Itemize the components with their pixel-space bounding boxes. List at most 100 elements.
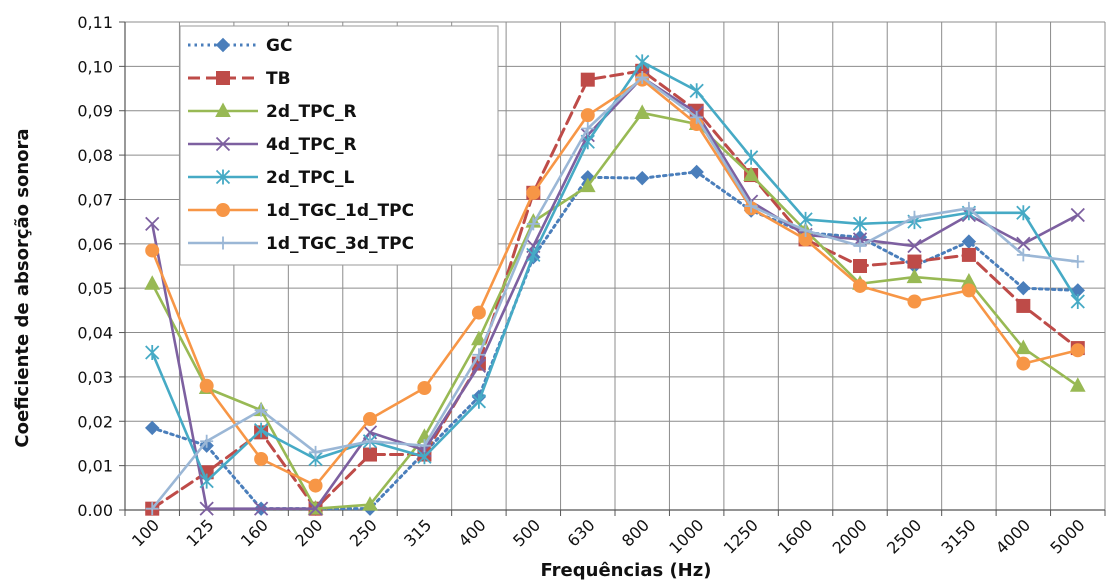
y-tick-label: 0,06 — [77, 235, 113, 254]
data-point — [200, 434, 214, 448]
data-point — [526, 247, 541, 263]
data-point — [962, 201, 976, 215]
data-point — [472, 348, 486, 362]
data-point — [145, 216, 160, 231]
y-tick-label: 0,05 — [77, 279, 113, 298]
data-point — [145, 243, 160, 258]
data-point — [961, 247, 976, 262]
data-point — [853, 239, 867, 253]
data-point — [635, 54, 650, 70]
legend-item-1d-tgc-3d-tpc: 1d_TGC_3d_TPC — [188, 234, 414, 254]
data-point — [1016, 280, 1031, 296]
y-tick-label: 0,03 — [77, 368, 113, 387]
data-point — [852, 216, 868, 232]
data-point — [799, 224, 813, 238]
y-tick-label: 0,01 — [77, 457, 113, 476]
data-point — [253, 422, 269, 438]
data-point — [907, 238, 922, 254]
data-point — [1069, 377, 1086, 392]
series-1d-tgc-1d-tpc — [145, 72, 1085, 493]
legend: GC TB 2d_TPC_R 4d_TPC_R 2d_TPC_L 1d_TGC_1d_TP… — [179, 25, 499, 266]
y-tick-label: 0,07 — [77, 190, 113, 209]
data-point — [199, 501, 214, 516]
data-point — [1016, 356, 1031, 371]
data-point — [634, 104, 651, 119]
data-point — [471, 330, 487, 346]
data-point — [471, 305, 486, 320]
y-tick-label: 0,04 — [77, 324, 113, 343]
legend-label: 2d_TPC_R — [266, 102, 357, 122]
data-point — [581, 121, 595, 135]
data-point — [145, 502, 159, 516]
data-point — [1016, 236, 1031, 251]
data-point — [199, 473, 214, 489]
data-point — [144, 275, 161, 290]
legend-swatch-marker — [215, 169, 231, 185]
legend-swatch-marker — [215, 136, 231, 152]
series-group — [144, 54, 1086, 516]
data-point — [853, 259, 867, 273]
legend-swatch-marker — [216, 236, 230, 250]
data-point — [253, 501, 269, 516]
data-point — [145, 345, 160, 361]
series-1d-tgc-3d-tpc — [145, 70, 1085, 516]
data-point — [689, 164, 704, 180]
data-point — [363, 434, 377, 448]
data-point — [635, 170, 650, 186]
data-point — [580, 108, 595, 123]
data-point — [145, 420, 160, 436]
data-point — [308, 501, 323, 516]
data-point — [1016, 298, 1031, 313]
data-point — [526, 185, 541, 200]
legend-swatch-marker — [215, 37, 231, 53]
data-point — [1070, 293, 1085, 309]
legend-label: 1d_TGC_3d_TPC — [266, 234, 414, 254]
data-point — [690, 110, 704, 124]
data-point — [417, 439, 431, 453]
legend-swatch-marker — [216, 71, 230, 85]
legend-label: 1d_TGC_1d_TPC — [266, 201, 414, 221]
data-point — [1016, 248, 1030, 262]
legend-item-1d-tgc-1d-tpc: 1d_TGC_1d_TPC — [188, 201, 414, 221]
legend-swatch-marker — [216, 203, 230, 217]
legend-item-2d-tpc-r: 2d_TPC_R — [188, 102, 357, 122]
data-point — [907, 210, 921, 224]
series-line — [150, 76, 1080, 510]
data-point — [308, 478, 323, 493]
y-tick-label: 0,09 — [77, 102, 113, 121]
data-point — [471, 393, 487, 409]
data-point — [309, 445, 323, 459]
legend-item-tb: TB — [188, 69, 291, 89]
data-point — [744, 199, 758, 213]
data-point — [199, 378, 214, 393]
data-point — [526, 217, 540, 231]
legend-item-4d-tpc-r: 4d_TPC_R — [188, 135, 357, 155]
data-point — [961, 283, 976, 298]
legend-label: 2d_TPC_L — [266, 168, 355, 188]
legend-box — [179, 25, 499, 266]
legend-item-gc: GC — [188, 36, 292, 56]
legend-label: GC — [266, 36, 292, 56]
y-tick-label: 0,02 — [77, 412, 113, 431]
data-point — [362, 496, 378, 511]
data-point — [417, 381, 432, 395]
data-point — [363, 412, 377, 427]
legend-label: 4d_TPC_R — [266, 135, 357, 155]
data-point — [1070, 207, 1085, 223]
y-tick-label: 0.00 — [77, 501, 113, 520]
series-line — [150, 69, 1080, 511]
data-point — [1016, 205, 1031, 221]
data-point — [907, 294, 922, 309]
data-point — [254, 403, 268, 417]
data-point — [1015, 339, 1032, 355]
data-point — [1071, 255, 1085, 269]
data-point — [907, 254, 922, 269]
series-line — [150, 76, 1080, 510]
data-point — [906, 268, 923, 284]
y-tick-label: 0,10 — [77, 57, 113, 76]
data-point — [1070, 343, 1085, 358]
x-axis-title: Frequências (Hz) — [541, 560, 712, 580]
data-point — [580, 72, 595, 87]
